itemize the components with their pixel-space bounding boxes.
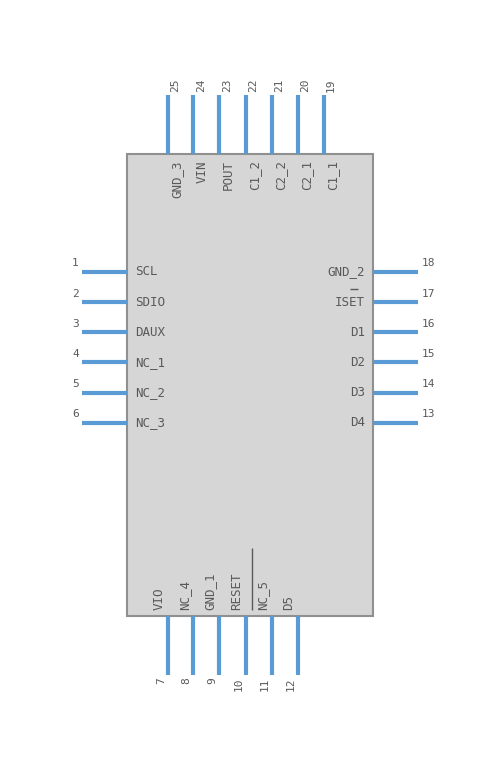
Text: 21: 21 xyxy=(274,78,284,92)
Text: NC_4: NC_4 xyxy=(178,580,191,610)
Text: GND_2: GND_2 xyxy=(327,266,365,279)
Text: 13: 13 xyxy=(422,409,435,419)
Text: NC_2: NC_2 xyxy=(136,386,165,399)
Text: 25: 25 xyxy=(170,78,180,92)
Text: 15: 15 xyxy=(422,349,435,359)
Text: 23: 23 xyxy=(222,78,232,92)
Text: D3: D3 xyxy=(350,386,365,399)
Text: D2: D2 xyxy=(350,356,365,369)
Text: VIO: VIO xyxy=(152,587,165,610)
Text: 17: 17 xyxy=(422,289,435,299)
Text: 16: 16 xyxy=(422,319,435,329)
Text: GND_1: GND_1 xyxy=(204,572,217,610)
Text: 12: 12 xyxy=(285,677,296,691)
Text: RESET: RESET xyxy=(230,572,243,610)
Text: 14: 14 xyxy=(422,379,435,389)
Text: GND_3: GND_3 xyxy=(171,161,183,197)
Text: 8: 8 xyxy=(181,677,191,684)
Text: D4: D4 xyxy=(350,416,365,429)
Text: C2_2: C2_2 xyxy=(274,161,287,190)
Text: 1: 1 xyxy=(72,258,79,268)
Text: POUT: POUT xyxy=(222,161,235,190)
Text: 4: 4 xyxy=(72,349,79,359)
Text: C1_1: C1_1 xyxy=(326,161,340,190)
Text: C1_2: C1_2 xyxy=(248,161,261,190)
Text: 18: 18 xyxy=(422,258,435,268)
Text: 7: 7 xyxy=(156,677,166,684)
Text: 6: 6 xyxy=(72,409,79,419)
Text: 3: 3 xyxy=(72,319,79,329)
Text: 22: 22 xyxy=(248,78,258,92)
Text: DAUX: DAUX xyxy=(136,326,165,339)
Text: 9: 9 xyxy=(207,677,217,684)
Text: 2: 2 xyxy=(72,289,79,299)
Text: 10: 10 xyxy=(233,677,244,691)
Text: D5: D5 xyxy=(282,594,295,610)
Text: ISET: ISET xyxy=(335,296,365,309)
Text: SCL: SCL xyxy=(136,266,158,279)
Text: NC_3: NC_3 xyxy=(136,416,165,429)
Bar xyxy=(127,154,373,615)
Text: D1: D1 xyxy=(350,326,365,339)
Text: 11: 11 xyxy=(260,677,269,691)
Text: 20: 20 xyxy=(300,78,310,92)
Text: 5: 5 xyxy=(72,379,79,389)
Text: 24: 24 xyxy=(196,78,205,92)
Text: SDIO: SDIO xyxy=(136,296,165,309)
Text: C2_1: C2_1 xyxy=(301,161,313,190)
Text: VIN: VIN xyxy=(196,161,209,183)
Text: NC_5: NC_5 xyxy=(256,580,269,610)
Text: NC_1: NC_1 xyxy=(136,356,165,369)
Text: 19: 19 xyxy=(326,78,336,92)
